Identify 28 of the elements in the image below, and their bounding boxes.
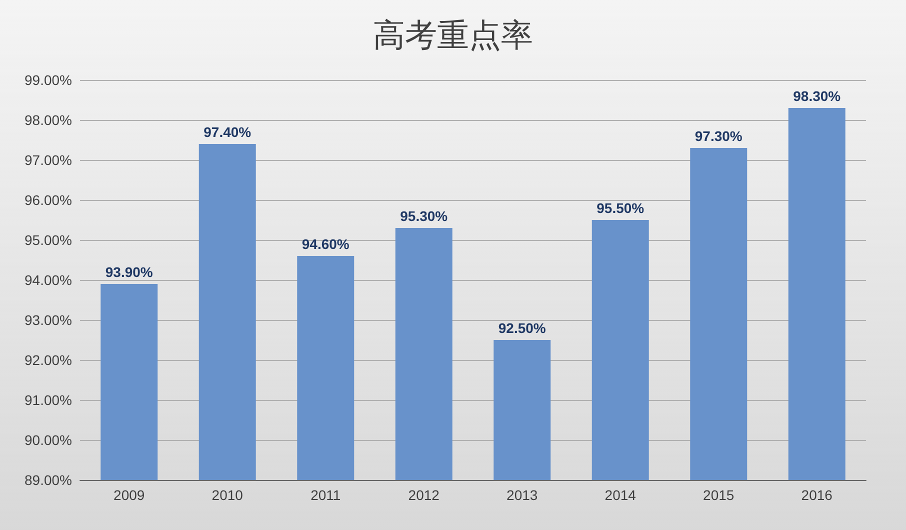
y-tick-label: 90.00% [24, 432, 72, 448]
x-tick-label: 2015 [703, 487, 734, 503]
x-tick-label: 2010 [212, 487, 244, 503]
chart-title: 高考重点率 [373, 16, 533, 54]
y-tick-label: 92.00% [24, 352, 72, 368]
data-label: 95.50% [596, 200, 645, 216]
y-tick-label: 98.00% [24, 112, 72, 128]
data-label: 93.90% [105, 264, 154, 280]
data-label: 97.40% [204, 124, 252, 140]
y-tick-label: 99.00% [24, 72, 72, 88]
x-tick-label: 2012 [408, 487, 440, 503]
data-label: 98.30% [793, 88, 842, 104]
x-tick-label: 2014 [604, 487, 636, 503]
y-tick-label: 96.00% [24, 192, 72, 208]
data-label: 97.30% [694, 128, 743, 144]
data-label: 92.50% [498, 320, 546, 336]
y-tick-label: 95.00% [24, 232, 72, 248]
x-tick-label: 2009 [114, 487, 145, 503]
data-label: 94.60% [302, 236, 350, 252]
x-tick-label: 2011 [310, 487, 341, 503]
y-tick-label: 97.00% [24, 152, 72, 168]
data-label: 95.30% [400, 208, 448, 224]
y-tick-label: 94.00% [24, 272, 72, 288]
y-tick-label: 89.00% [24, 472, 72, 488]
x-tick-label: 2016 [801, 487, 833, 503]
x-tick-label: 2013 [506, 487, 538, 503]
y-tick-label: 93.00% [24, 312, 72, 328]
y-tick-label: 91.00% [24, 392, 72, 408]
